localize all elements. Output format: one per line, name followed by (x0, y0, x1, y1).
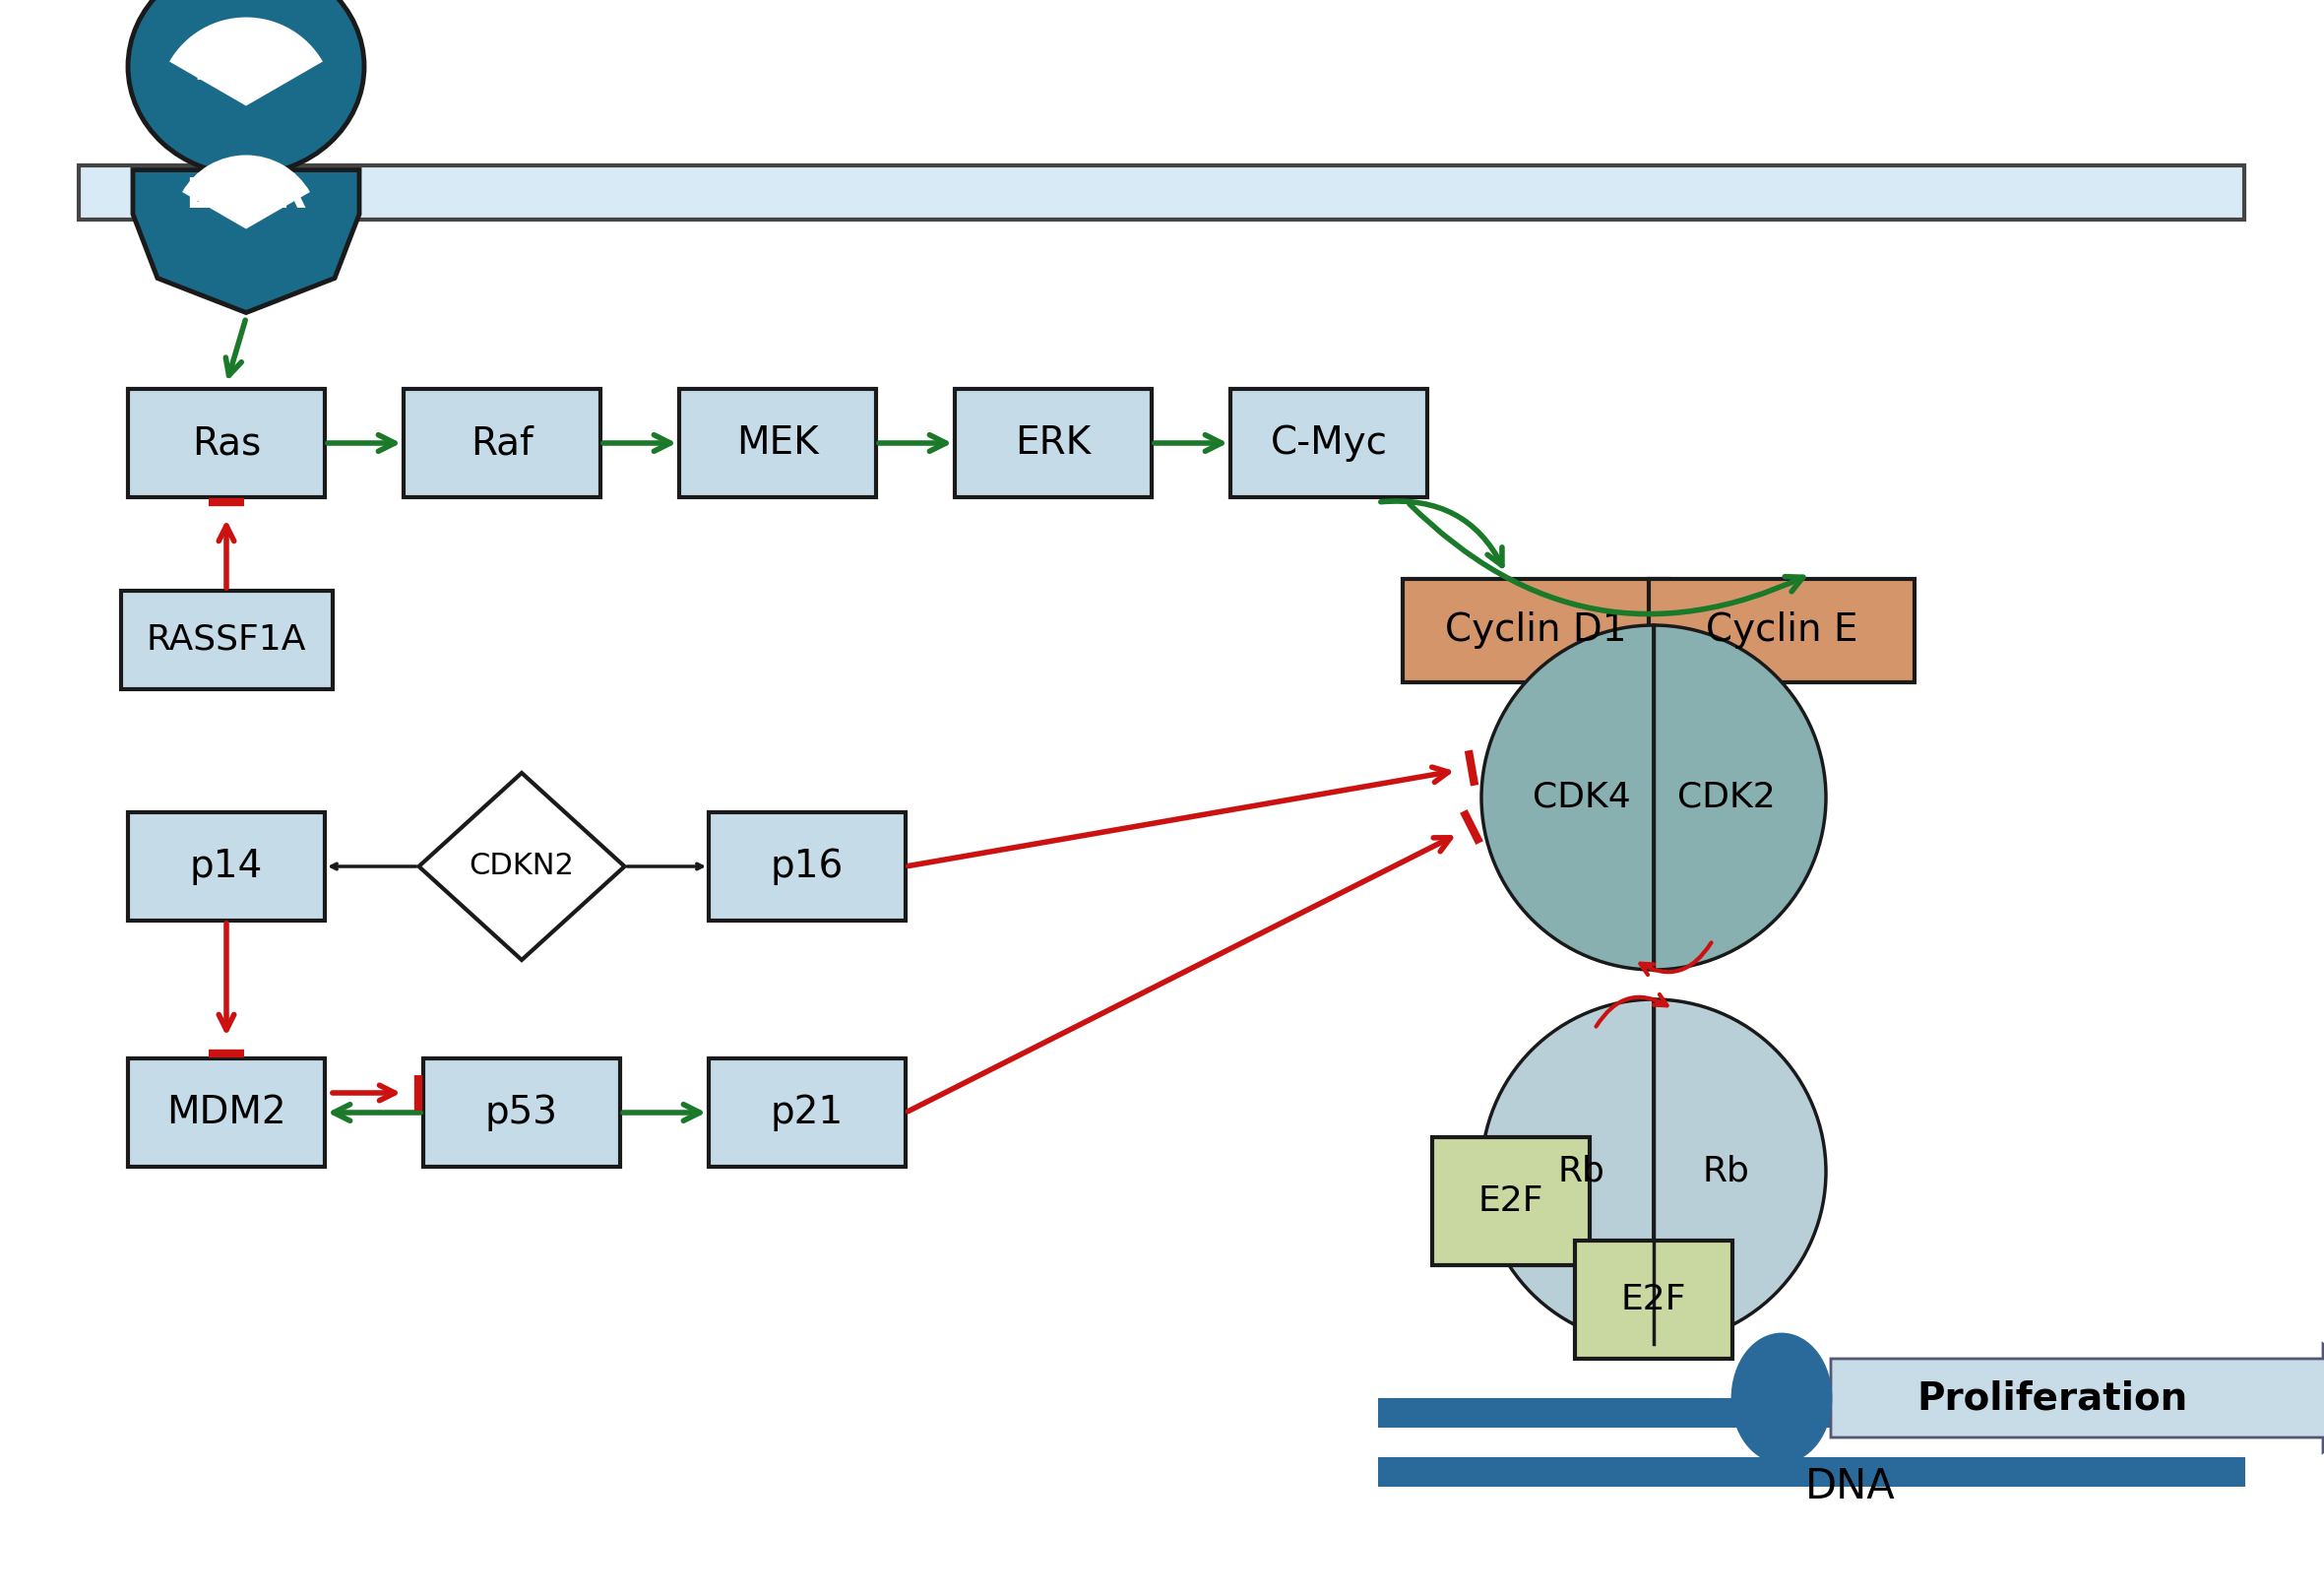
Text: EGF: EGF (193, 43, 300, 89)
FancyArrow shape (1831, 1344, 2324, 1452)
Text: p21: p21 (772, 1093, 844, 1132)
Text: EGFR: EGFR (186, 176, 307, 217)
Text: MDM2: MDM2 (167, 1093, 286, 1132)
Wedge shape (181, 155, 309, 228)
Text: MEK: MEK (737, 425, 818, 461)
Ellipse shape (1731, 1334, 1831, 1462)
Text: Ras: Ras (193, 425, 260, 461)
FancyBboxPatch shape (423, 1058, 621, 1167)
Wedge shape (1480, 999, 1655, 1344)
Text: Cyclin E: Cyclin E (1706, 611, 1857, 650)
FancyBboxPatch shape (1229, 389, 1427, 498)
FancyBboxPatch shape (1432, 1138, 1590, 1266)
FancyBboxPatch shape (128, 389, 325, 498)
FancyBboxPatch shape (128, 1058, 325, 1167)
Text: p14: p14 (191, 847, 263, 886)
Wedge shape (1655, 999, 1827, 1344)
Text: Rb: Rb (1557, 1156, 1606, 1189)
Text: E2F: E2F (1620, 1283, 1687, 1317)
Text: Cyclin D1: Cyclin D1 (1446, 611, 1627, 650)
Text: Proliferation: Proliferation (1917, 1379, 2187, 1417)
Text: ERK: ERK (1016, 425, 1092, 461)
Text: CDK2: CDK2 (1678, 780, 1776, 814)
FancyBboxPatch shape (404, 389, 600, 498)
FancyBboxPatch shape (679, 389, 876, 498)
FancyBboxPatch shape (1648, 578, 1915, 681)
FancyBboxPatch shape (709, 812, 906, 921)
Text: p53: p53 (486, 1093, 558, 1132)
FancyBboxPatch shape (79, 164, 2245, 219)
FancyBboxPatch shape (128, 812, 325, 921)
FancyBboxPatch shape (1404, 578, 1669, 681)
Text: p16: p16 (772, 847, 844, 886)
FancyBboxPatch shape (121, 591, 332, 689)
Text: Rb: Rb (1703, 1156, 1750, 1189)
Text: Raf: Raf (472, 425, 535, 461)
Polygon shape (132, 169, 360, 313)
FancyBboxPatch shape (709, 1058, 906, 1167)
Text: DNA: DNA (1806, 1467, 1896, 1507)
FancyBboxPatch shape (1378, 1457, 2245, 1487)
FancyBboxPatch shape (955, 389, 1153, 498)
Text: CDKN2: CDKN2 (469, 852, 574, 881)
Wedge shape (170, 18, 323, 105)
Polygon shape (418, 772, 625, 959)
Wedge shape (1655, 626, 1827, 970)
Text: RASSF1A: RASSF1A (146, 622, 307, 656)
Ellipse shape (128, 0, 365, 176)
Text: CDK4: CDK4 (1532, 780, 1631, 814)
FancyBboxPatch shape (1378, 1398, 1831, 1428)
Text: C-Myc: C-Myc (1271, 425, 1387, 461)
Text: E2F: E2F (1478, 1184, 1543, 1218)
Wedge shape (1480, 626, 1655, 970)
FancyBboxPatch shape (1576, 1240, 1731, 1358)
